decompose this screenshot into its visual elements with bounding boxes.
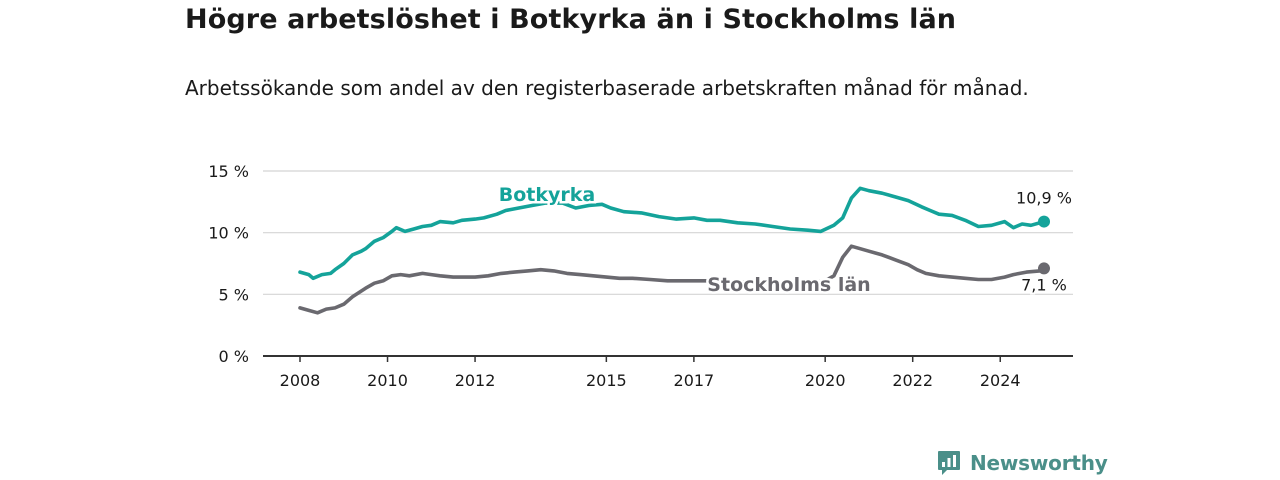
x-tick-label: 2008 [280, 371, 321, 390]
bar-chart-speech-bubble-icon [938, 451, 960, 475]
x-tick-label: 2017 [674, 371, 715, 390]
series-end-label: 10,9 % [1016, 189, 1072, 208]
gridlines [263, 170, 1073, 295]
series-end-label: 7,1 % [1021, 275, 1067, 294]
y-tick-label: 5 % [219, 285, 249, 304]
x-tick-label: 2022 [892, 371, 933, 390]
series-labels: Botkyrka 10,9 % Stockholms län 7,1 % [496, 182, 1074, 299]
axes: 0 % 5 % 10 % 15 % 2008 2010 2012 2015 2017 2020 20… [208, 162, 1073, 390]
brand-name: Newsworthy [970, 451, 1108, 475]
series-end-point [1038, 262, 1050, 275]
series-end-point [1038, 215, 1050, 228]
x-tick-label: 2012 [455, 371, 496, 390]
x-tick-label: 2010 [367, 371, 408, 390]
series-name-label: Stockholms län [707, 274, 870, 296]
chart-title: Högre arbetslöshet i Botkyrka än i Stock… [185, 4, 957, 35]
y-tick-label: 10 % [208, 224, 249, 243]
series-line [298, 244, 1046, 315]
x-tick-label: 2015 [586, 371, 627, 390]
y-tick-label: 15 % [208, 162, 249, 181]
x-tick-label: 2024 [980, 371, 1021, 390]
series-lines [298, 186, 1050, 315]
x-tick-label: 2020 [805, 371, 846, 390]
series-line [298, 186, 1046, 281]
series-name-label: Botkyrka [499, 184, 595, 206]
chart-subtitle: Arbetssökande som andel av den registerb… [185, 76, 1029, 100]
brand-logo[interactable]: Newsworthy [937, 448, 1108, 478]
y-tick-label: 0 % [219, 347, 249, 366]
